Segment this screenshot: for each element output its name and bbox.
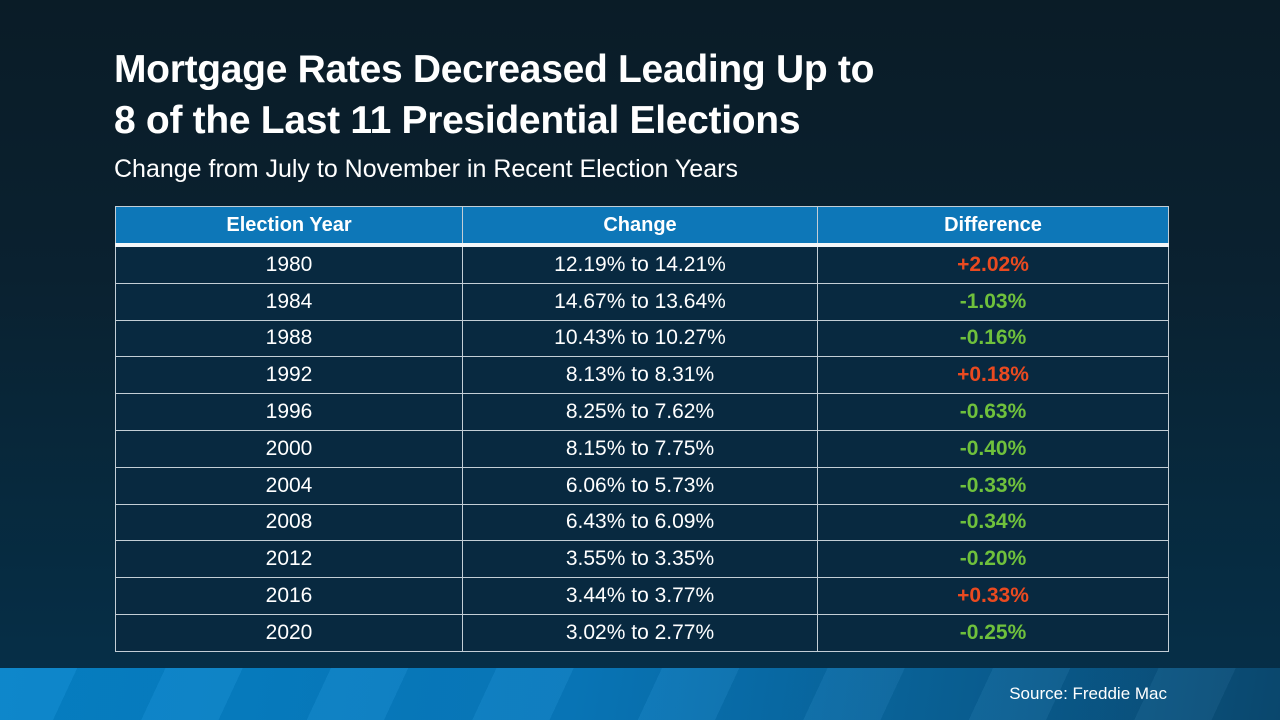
column-header-difference: Difference [817,206,1169,247]
change-cell: 3.55% to 3.35% [462,540,818,579]
change-cell: 8.15% to 7.75% [462,429,818,468]
year-cell: 2000 [115,429,463,468]
change-cell: 12.19% to 14.21% [462,244,818,284]
source-label: Source: Freddie Mac [1009,684,1167,703]
year-cell: 2016 [115,577,463,615]
difference-cell: +2.02% [817,244,1169,284]
difference-cell: -0.20% [817,540,1169,579]
change-cell: 3.02% to 2.77% [462,613,818,652]
change-cell: 14.67% to 13.64% [462,282,818,321]
table-header: Election Year Change Difference [115,206,1169,247]
table-row: 2008 6.43% to 6.09% -0.34% [115,503,1169,542]
difference-cell: +0.18% [817,356,1169,395]
year-cell: 2020 [115,613,463,652]
table-row: 1988 10.43% to 10.27% -0.16% [115,319,1169,358]
change-cell: 3.44% to 3.77% [462,577,818,615]
change-cell: 6.06% to 5.73% [462,466,818,505]
year-cell: 2008 [115,503,463,542]
table-row: 2000 8.15% to 7.75% -0.40% [115,429,1169,468]
table-header-row: Election Year Change Difference [115,206,1169,247]
footer-bar: Source: Freddie Mac [0,668,1280,720]
column-header-election-year: Election Year [115,206,463,247]
year-cell: 1988 [115,319,463,358]
change-cell: 6.43% to 6.09% [462,503,818,542]
difference-cell: -0.34% [817,503,1169,542]
table-row: 1980 12.19% to 14.21% +2.02% [115,244,1169,284]
table-body: 1980 12.19% to 14.21% +2.02% 1984 14.67% to … [115,244,1169,652]
table-row: 1984 14.67% to 13.64% -1.03% [115,282,1169,321]
change-cell: 8.25% to 7.62% [462,393,818,431]
year-cell: 1984 [115,282,463,321]
difference-cell: -0.40% [817,429,1169,468]
year-cell: 2012 [115,540,463,579]
table-row: 2016 3.44% to 3.77% +0.33% [115,577,1169,615]
year-cell: 1992 [115,356,463,395]
table-row: 2004 6.06% to 5.73% -0.33% [115,466,1169,505]
column-header-change: Change [462,206,818,247]
year-cell: 1996 [115,393,463,431]
table-row: 1996 8.25% to 7.62% -0.63% [115,393,1169,431]
year-cell: 2004 [115,466,463,505]
year-cell: 1980 [115,244,463,284]
difference-cell: -0.63% [817,393,1169,431]
page-title: Mortgage Rates Decreased Leading Up to 8… [114,44,874,146]
difference-cell: +0.33% [817,577,1169,615]
difference-cell: -0.33% [817,466,1169,505]
table-row: 1992 8.13% to 8.31% +0.18% [115,356,1169,395]
page-title-line-1: Mortgage Rates Decreased Leading Up to [114,48,875,91]
table-row: 2012 3.55% to 3.35% -0.20% [115,540,1169,579]
mortgage-rates-table: Election Year Change Difference 1980 12.1… [115,206,1169,652]
change-cell: 10.43% to 10.27% [462,319,818,358]
page-title-line-2: 8 of the Last 11 Presidential Elections [114,99,801,142]
change-cell: 8.13% to 8.31% [462,356,818,395]
difference-cell: -0.16% [817,319,1169,358]
difference-cell: -0.25% [817,613,1169,652]
page-subtitle: Change from July to November in Recent E… [114,155,738,183]
table-row: 2020 3.02% to 2.77% -0.25% [115,613,1169,652]
difference-cell: -1.03% [817,282,1169,321]
